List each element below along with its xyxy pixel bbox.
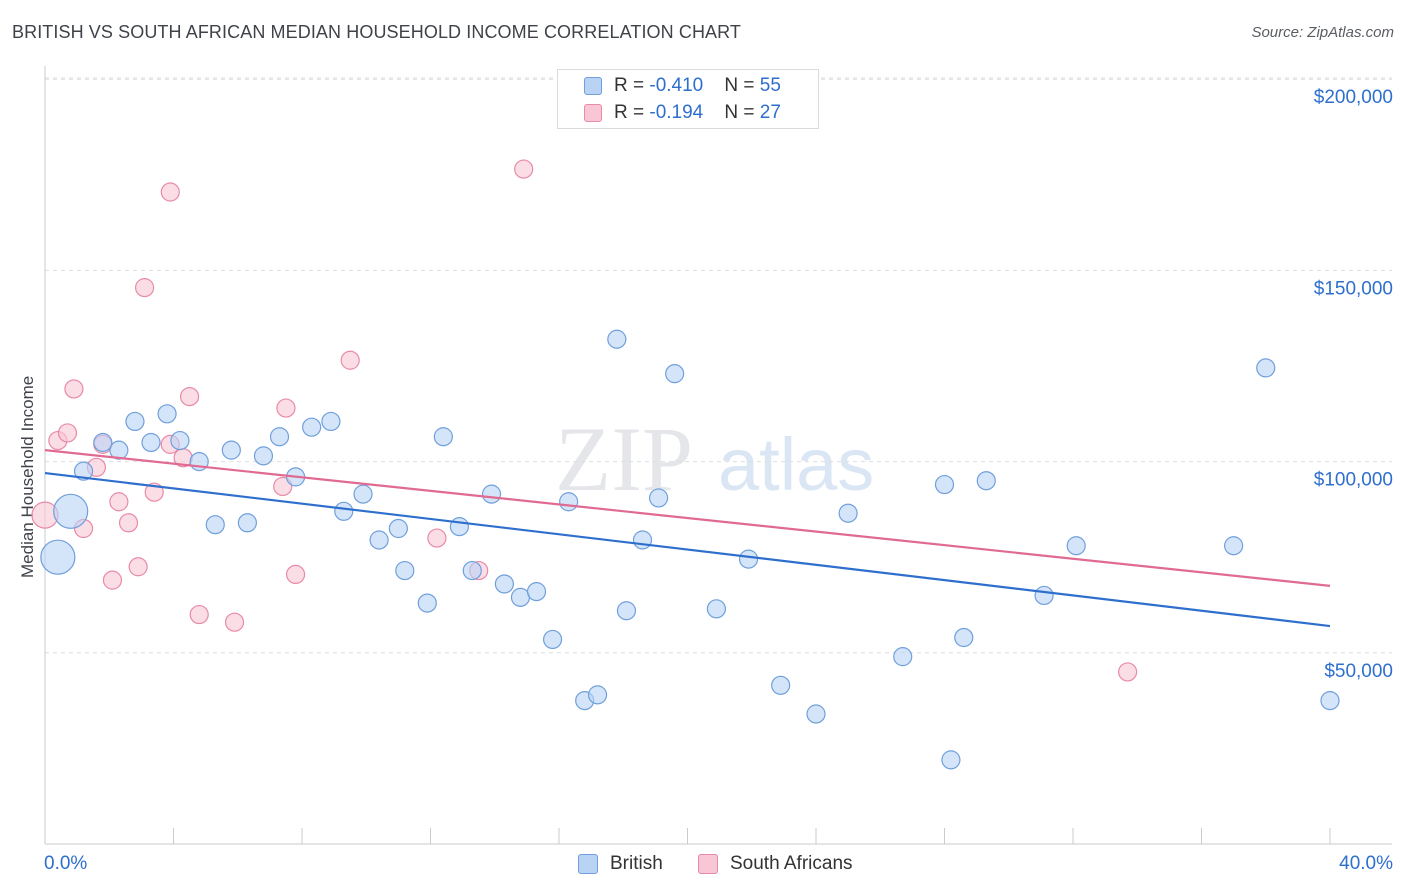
british-point-42 (771, 675, 791, 695)
series-legend: British South Africans (0, 852, 1406, 878)
y-tick-label-3: $200,000 (1314, 87, 1393, 108)
south-africans-point-23 (427, 528, 447, 548)
legend-label-british: British (610, 853, 663, 874)
british-point-49 (976, 471, 996, 491)
british-point-47 (941, 750, 961, 770)
british-point-10 (205, 515, 225, 535)
south-africans-point-25 (514, 159, 534, 179)
british-point-8 (170, 430, 190, 451)
british-point-3 (93, 432, 113, 453)
y-tick-label-1: $100,000 (1314, 470, 1393, 491)
british-point-44 (838, 503, 858, 523)
british-point-35 (587, 685, 608, 705)
chart-title: BRITISH VS SOUTH AFRICAN MEDIAN HOUSEHOL… (12, 22, 742, 42)
british-point-4 (109, 440, 129, 460)
south-africans-point-17 (189, 604, 209, 625)
british-point-25 (449, 517, 470, 537)
south-africans-point-11 (134, 278, 155, 298)
legend-stat-british: R = -0.410 N = 55 (614, 75, 781, 96)
british-point-43 (806, 704, 826, 724)
british-point-46 (934, 474, 955, 495)
british-point-50 (1034, 585, 1054, 606)
watermark-zip: ZIP (555, 408, 693, 510)
british-point-30 (526, 582, 547, 602)
british-point-54 (1320, 690, 1340, 711)
british-point-41 (738, 549, 759, 569)
british-point-40 (706, 599, 727, 619)
south-africans-point-20 (276, 398, 296, 418)
watermark-atlas: atlas (718, 423, 874, 506)
british-point-6 (141, 432, 161, 453)
south-africans-trend-line (44, 449, 1331, 587)
south-africans-point-18 (224, 612, 245, 632)
south-africans-legend-swatch (698, 854, 718, 874)
x-tick-label-min: 0.0% (44, 853, 87, 874)
british-point-22 (395, 560, 415, 581)
british-point-52 (1224, 536, 1244, 556)
british-point-20 (369, 530, 389, 550)
british-point-26 (462, 560, 482, 581)
south-africans-point-19 (273, 476, 293, 497)
south-africans-point-26 (1118, 662, 1138, 682)
british-point-5 (125, 411, 145, 432)
british-point-18 (334, 501, 354, 521)
south-africans-point-10 (128, 557, 148, 577)
british-point-0 (40, 539, 76, 575)
south-africans-swatch (584, 104, 602, 122)
british-point-19 (353, 484, 373, 504)
british-point-17 (321, 411, 341, 432)
british-point-2 (73, 461, 94, 481)
south-africans-point-14 (160, 182, 180, 202)
south-africans-point-21 (285, 564, 306, 585)
british-point-36 (616, 601, 637, 621)
british-swatch (584, 77, 602, 95)
british-point-32 (559, 492, 579, 512)
british-legend-swatch (578, 854, 598, 874)
british-point-27 (481, 484, 502, 504)
y-tick-label-0: $50,000 (1324, 661, 1393, 682)
british-point-12 (237, 513, 257, 533)
british-point-29 (510, 587, 531, 607)
british-point-11 (221, 440, 241, 460)
british-point-24 (433, 427, 453, 447)
legend-stat-south-africans: R = -0.194 N = 27 (614, 102, 781, 123)
british-point-28 (494, 574, 514, 594)
british-point-7 (157, 404, 177, 424)
british-point-31 (542, 629, 563, 650)
british-point-51 (1066, 536, 1086, 556)
british-point-48 (954, 627, 974, 648)
south-africans-point-8 (109, 492, 129, 512)
south-africans-point-16 (179, 386, 200, 407)
british-point-21 (388, 518, 408, 539)
british-point-34 (607, 329, 627, 349)
british-point-53 (1256, 358, 1276, 378)
y-tick-label-2: $150,000 (1314, 278, 1393, 299)
x-tick-label-max: 40.0% (1339, 853, 1393, 874)
south-africans-point-22 (340, 350, 360, 370)
british-point-39 (665, 364, 685, 384)
british-point-23 (417, 593, 437, 613)
south-africans-point-3 (64, 379, 84, 399)
british-point-45 (893, 647, 913, 667)
british-point-1 (53, 493, 89, 529)
correlation-legend: R = -0.410 N = 55 R = -0.194 N = 27 (557, 69, 819, 129)
source-label: Source: ZipAtlas.com (1251, 24, 1394, 41)
legend-label-south-africans: South Africans (730, 853, 853, 874)
british-trend-line (44, 471, 1331, 628)
british-point-16 (302, 417, 322, 437)
south-africans-point-2 (57, 423, 78, 443)
british-point-37 (632, 530, 653, 550)
british-point-14 (269, 427, 290, 447)
south-africans-point-9 (118, 513, 139, 533)
legend-item-south-africans: South Africans (698, 852, 853, 876)
british-point-38 (648, 488, 669, 508)
legend-item-british: British (578, 852, 663, 876)
british-point-13 (253, 446, 274, 466)
south-africans-point-7 (102, 570, 123, 590)
